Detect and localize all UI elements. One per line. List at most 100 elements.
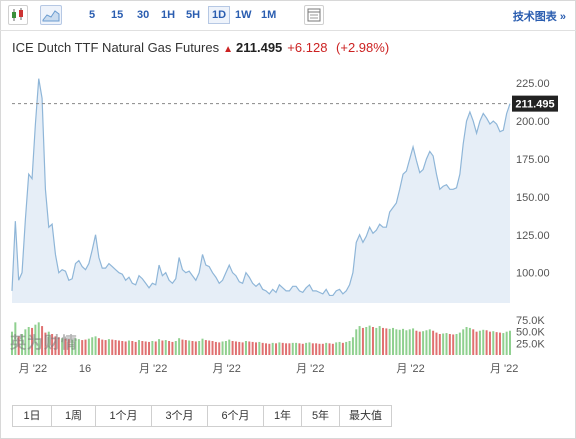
range-3m[interactable]: 3个月 xyxy=(152,405,208,427)
volume-bar xyxy=(107,339,110,355)
volume-bar xyxy=(27,327,30,355)
volume-bar xyxy=(94,336,97,355)
volume-bar xyxy=(331,343,334,355)
volume-bar xyxy=(231,341,234,355)
volume-bar xyxy=(472,329,475,355)
volume-bar xyxy=(31,327,34,355)
volume-bar xyxy=(77,339,80,355)
technical-chart-link[interactable]: 技术图表 » xyxy=(512,11,566,23)
volume-bar xyxy=(191,341,194,355)
chart-toolbar: 5 15 30 1H 5H 1D 1W 1M 技术图表 » xyxy=(0,0,576,31)
period-1d[interactable]: 1D xyxy=(208,6,231,24)
period-15[interactable]: 15 xyxy=(111,9,124,21)
quote-header: ICE Dutch TTF Natural Gas Futures ▲ 211.49… xyxy=(12,40,389,55)
volume-bar xyxy=(117,340,120,355)
range-6m[interactable]: 6个月 xyxy=(208,405,264,427)
volume-bar xyxy=(84,339,87,355)
volume-bar xyxy=(361,327,364,355)
volume-bar xyxy=(398,329,401,355)
volume-bar xyxy=(485,330,488,355)
price-change-percent: (+2.98%) xyxy=(336,40,390,55)
volume-bar xyxy=(261,342,264,355)
period-1w[interactable]: 1W xyxy=(235,9,252,21)
volume-bar xyxy=(315,343,318,355)
volume-bar xyxy=(335,342,338,355)
x-tick-label: 月 '22 xyxy=(296,363,324,375)
up-arrow-icon: ▲ xyxy=(223,44,234,55)
volume-bar xyxy=(251,341,254,355)
instrument-name: ICE Dutch TTF Natural Gas Futures xyxy=(12,40,220,55)
volume-bar xyxy=(345,341,348,355)
volume-bar xyxy=(127,340,130,355)
volume-bar xyxy=(452,334,455,355)
volume-bar xyxy=(278,342,281,355)
last-price: 211.495 xyxy=(236,40,283,55)
volume-bar xyxy=(482,329,485,355)
volume-bar xyxy=(158,339,161,355)
volume-bar xyxy=(355,329,358,355)
price-chart[interactable]: 211.495 225.00 200.00 175.00 150.00 125.00 100… xyxy=(0,0,576,400)
volume-bar xyxy=(371,327,374,355)
volume-bar xyxy=(248,341,251,355)
period-30[interactable]: 30 xyxy=(137,9,150,21)
volume-bar xyxy=(74,338,77,355)
volume-bar xyxy=(475,331,478,355)
volume-bar xyxy=(298,343,301,355)
range-1d[interactable]: 1日 xyxy=(12,405,52,427)
volume-bar xyxy=(445,333,448,355)
volume-bar xyxy=(204,340,207,355)
volume-bar xyxy=(181,339,184,355)
settings-panel-icon[interactable] xyxy=(304,5,324,25)
range-1m[interactable]: 1个月 xyxy=(96,405,152,427)
volume-bar xyxy=(164,340,167,355)
volume-bar xyxy=(502,333,505,355)
volume-bar xyxy=(402,328,405,355)
volume-bar xyxy=(104,340,107,355)
volume-bar xyxy=(505,331,508,355)
volume-bar xyxy=(375,327,378,355)
volume-bar xyxy=(358,326,361,355)
volume-bar xyxy=(131,341,134,355)
volume-bar xyxy=(432,330,435,355)
volume-bar xyxy=(291,342,294,355)
volume-bar xyxy=(281,342,284,355)
period-1h[interactable]: 1H xyxy=(161,9,176,21)
area-chart-icon[interactable] xyxy=(40,5,62,25)
volume-tick-label: 50.0K xyxy=(516,327,545,339)
range-selector: 1日 1周 1个月 3个月 6个月 1年 5年 最大值 xyxy=(12,405,392,427)
volume-bar xyxy=(81,340,84,355)
volume-bar xyxy=(275,343,278,355)
volume-bar xyxy=(308,342,311,355)
volume-bar xyxy=(41,326,44,355)
volume-bar xyxy=(228,339,231,355)
volume-bar xyxy=(234,341,237,355)
watermark-logo: 英为财情 xyxy=(10,335,79,352)
x-tick-label: 月 '22 xyxy=(213,363,241,375)
volume-bar xyxy=(412,328,415,355)
range-1w[interactable]: 1周 xyxy=(52,405,96,427)
volume-bar xyxy=(288,343,291,355)
volume-bar xyxy=(14,322,17,355)
volume-bar xyxy=(498,332,501,355)
volume-bar xyxy=(425,330,428,355)
range-1y[interactable]: 1年 xyxy=(264,405,302,427)
candlestick-icon[interactable] xyxy=(8,5,28,25)
range-max[interactable]: 最大值 xyxy=(340,405,392,427)
period-5h[interactable]: 5H xyxy=(186,9,201,21)
volume-bar xyxy=(148,341,151,355)
y-tick-label: 150.00 xyxy=(516,192,550,204)
volume-bar xyxy=(178,338,181,355)
volume-bar xyxy=(492,331,495,355)
range-5y[interactable]: 5年 xyxy=(302,405,340,427)
volume-bar xyxy=(258,341,261,355)
volume-bar xyxy=(154,341,157,355)
volume-bar xyxy=(71,339,74,355)
period-1m[interactable]: 1M xyxy=(261,9,277,21)
volume-bar xyxy=(328,343,331,355)
volume-bar xyxy=(54,336,57,355)
volume-bar xyxy=(51,334,54,355)
volume-bar xyxy=(44,332,47,355)
volume-bar xyxy=(388,328,391,355)
period-5[interactable]: 5 xyxy=(89,9,96,21)
volume-bar xyxy=(338,341,341,355)
